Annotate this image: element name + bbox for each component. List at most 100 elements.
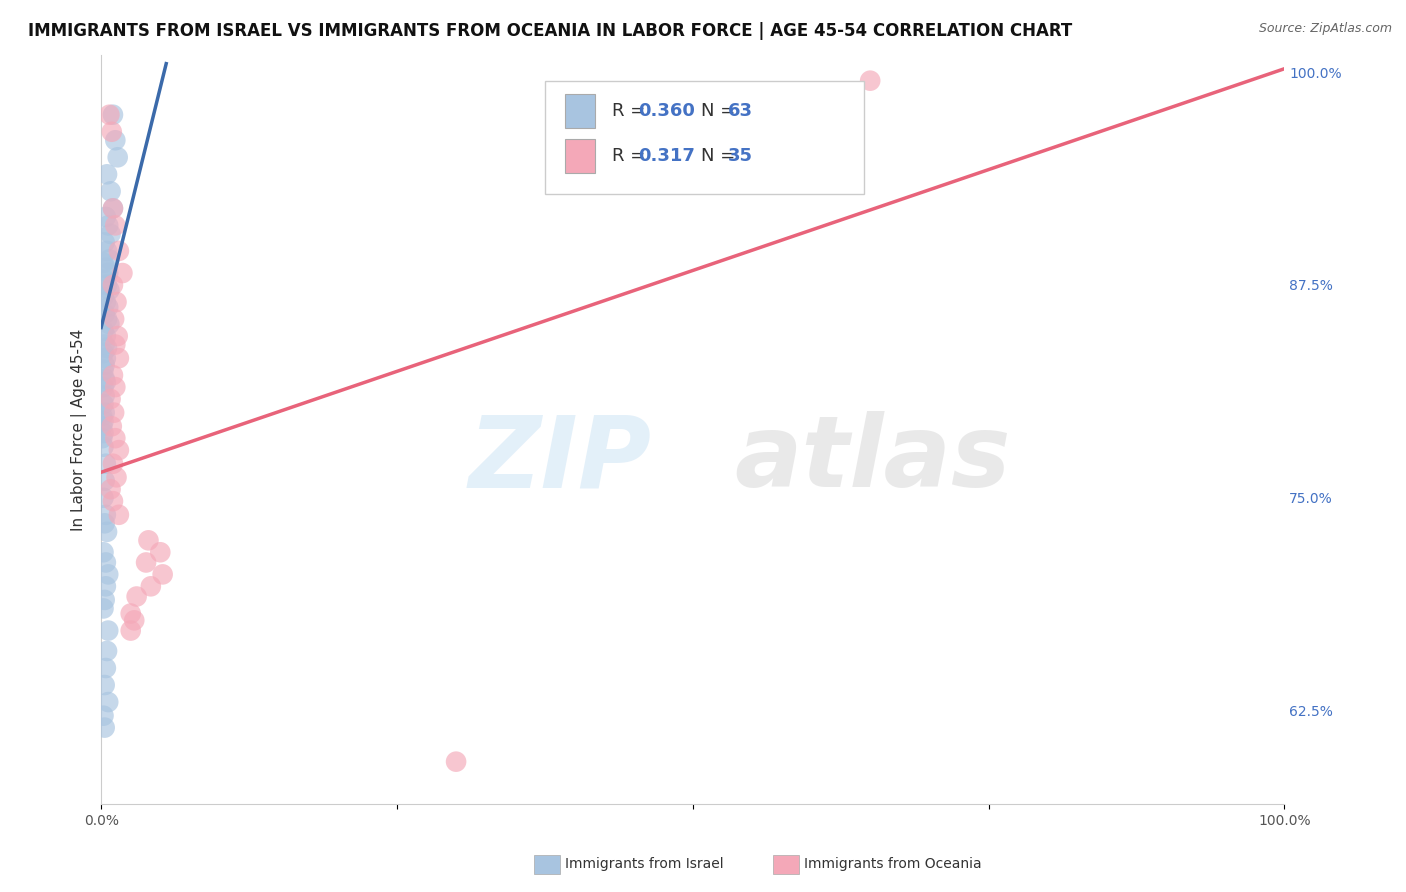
Point xyxy=(101,419,124,434)
Text: IMMIGRANTS FROM ISRAEL VS IMMIGRANTS FROM OCEANIA IN LABOR FORCE | AGE 45-54 COR: IMMIGRANTS FROM ISRAEL VS IMMIGRANTS FRO… xyxy=(28,22,1073,40)
Point xyxy=(97,624,120,638)
Point xyxy=(96,277,118,292)
Text: ZIP: ZIP xyxy=(468,411,651,508)
Point xyxy=(91,431,114,445)
Point xyxy=(94,295,117,310)
Point xyxy=(97,695,120,709)
Point xyxy=(101,494,124,508)
Point xyxy=(104,380,127,394)
Point xyxy=(93,307,115,321)
Bar xyxy=(565,139,595,173)
Point xyxy=(100,392,122,406)
Point xyxy=(103,406,125,420)
Point xyxy=(96,312,118,326)
Point xyxy=(94,329,117,343)
Point xyxy=(93,406,115,420)
Point xyxy=(98,108,121,122)
Point xyxy=(138,533,160,548)
Text: N =: N = xyxy=(702,147,741,165)
Text: R =: R = xyxy=(612,103,651,120)
Point xyxy=(96,341,118,355)
Point xyxy=(101,202,124,216)
Point xyxy=(108,351,131,366)
Point xyxy=(104,133,127,147)
Point xyxy=(149,545,172,559)
Point xyxy=(94,457,117,471)
Point xyxy=(97,300,120,314)
Point xyxy=(93,593,115,607)
Point xyxy=(93,346,115,360)
Point xyxy=(94,556,117,570)
Point xyxy=(96,167,118,181)
Point xyxy=(120,607,142,621)
Text: atlas: atlas xyxy=(734,411,1011,508)
Point xyxy=(93,397,115,411)
Point xyxy=(97,567,120,582)
Point xyxy=(107,329,129,343)
Text: Immigrants from Oceania: Immigrants from Oceania xyxy=(804,857,981,871)
Point xyxy=(103,312,125,326)
Point xyxy=(93,363,115,377)
Point xyxy=(93,389,115,403)
Point xyxy=(100,185,122,199)
Bar xyxy=(565,95,595,128)
Point xyxy=(120,624,142,638)
Point xyxy=(122,613,145,627)
Text: Immigrants from Israel: Immigrants from Israel xyxy=(565,857,724,871)
Point xyxy=(98,283,121,297)
Text: 63: 63 xyxy=(728,103,754,120)
Point xyxy=(94,508,117,522)
Point xyxy=(101,277,124,292)
Point xyxy=(93,440,115,454)
Point xyxy=(91,419,114,434)
Text: 35: 35 xyxy=(728,147,754,165)
Point xyxy=(152,567,174,582)
Text: 0.360: 0.360 xyxy=(638,103,695,120)
Point xyxy=(859,73,882,87)
Point xyxy=(104,337,127,351)
Point xyxy=(93,721,115,735)
Point xyxy=(101,457,124,471)
Point xyxy=(93,516,115,531)
Point xyxy=(105,470,128,484)
Point xyxy=(94,210,117,224)
Point xyxy=(93,273,115,287)
Point xyxy=(93,491,115,505)
Point xyxy=(104,219,127,233)
FancyBboxPatch shape xyxy=(544,81,865,194)
Point xyxy=(93,235,115,250)
Point xyxy=(97,266,120,280)
Point xyxy=(135,556,157,570)
Y-axis label: In Labor Force | Age 45-54: In Labor Force | Age 45-54 xyxy=(72,328,87,531)
Point xyxy=(94,351,117,366)
Point xyxy=(125,590,148,604)
Point xyxy=(93,337,115,351)
Point xyxy=(93,474,115,488)
Point xyxy=(100,227,122,241)
Point xyxy=(91,409,114,423)
Text: R =: R = xyxy=(612,147,651,165)
Point xyxy=(93,380,115,394)
Point xyxy=(101,108,124,122)
Text: N =: N = xyxy=(702,103,741,120)
Point xyxy=(108,508,131,522)
Point xyxy=(94,260,117,275)
Point xyxy=(105,295,128,310)
Point xyxy=(93,426,115,441)
Point xyxy=(93,371,115,385)
Point xyxy=(101,125,124,139)
Point xyxy=(93,545,115,559)
Text: Source: ZipAtlas.com: Source: ZipAtlas.com xyxy=(1258,22,1392,36)
Point xyxy=(97,219,120,233)
Point xyxy=(111,266,134,280)
Point xyxy=(98,252,121,267)
Point xyxy=(108,443,131,458)
Point xyxy=(93,324,115,338)
Point xyxy=(444,755,467,769)
Point xyxy=(98,317,121,331)
Point xyxy=(139,579,162,593)
Point xyxy=(100,483,122,497)
Point xyxy=(101,368,124,383)
Point xyxy=(93,601,115,615)
Point xyxy=(101,202,124,216)
